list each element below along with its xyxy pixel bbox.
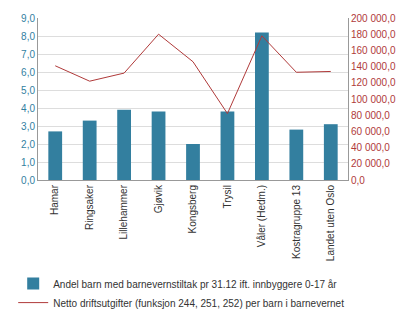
svg-text:Hamar: Hamar — [49, 184, 60, 215]
svg-text:Kostragruppe 13: Kostragruppe 13 — [291, 185, 302, 259]
svg-text:4,0: 4,0 — [21, 103, 35, 114]
svg-text:100 000,0: 100 000,0 — [351, 94, 396, 105]
svg-text:5,0: 5,0 — [21, 85, 35, 96]
svg-text:Gjøvik: Gjøvik — [153, 184, 164, 213]
svg-text:40 000,0: 40 000,0 — [351, 142, 390, 153]
svg-text:Netto driftsutgifter (funksjon: Netto driftsutgifter (funksjon 244, 251,… — [53, 298, 344, 309]
svg-text:140 000,0: 140 000,0 — [351, 61, 396, 72]
svg-text:8,0: 8,0 — [21, 31, 35, 42]
svg-text:Våler (Hedm.): Våler (Hedm.) — [256, 185, 267, 247]
svg-text:120 000,0: 120 000,0 — [351, 77, 396, 88]
svg-text:2,0: 2,0 — [21, 139, 35, 150]
svg-text:Lillehammer: Lillehammer — [118, 184, 129, 239]
svg-text:Kongsberg: Kongsberg — [187, 185, 198, 233]
svg-text:Andel barn med barnevernstilta: Andel barn med barnevernstiltak pr 31.12… — [53, 279, 337, 290]
svg-text:9,0: 9,0 — [21, 13, 35, 24]
svg-text:20 000,0: 20 000,0 — [351, 158, 390, 169]
svg-text:3,0: 3,0 — [21, 121, 35, 132]
svg-text:0,0: 0,0 — [351, 175, 365, 186]
svg-text:Landet uten Oslo: Landet uten Oslo — [325, 185, 336, 262]
svg-text:1,0: 1,0 — [21, 157, 35, 168]
svg-text:7,0: 7,0 — [21, 49, 35, 60]
svg-text:180 000,0: 180 000,0 — [351, 29, 396, 40]
svg-text:200 000,0: 200 000,0 — [351, 13, 396, 24]
svg-text:160 000,0: 160 000,0 — [351, 45, 396, 56]
svg-text:80 000,0: 80 000,0 — [351, 110, 390, 121]
svg-text:Trysil: Trysil — [222, 185, 233, 209]
svg-text:60 000,0: 60 000,0 — [351, 126, 390, 137]
svg-text:6,0: 6,0 — [21, 67, 35, 78]
svg-text:Ringsaker: Ringsaker — [84, 184, 95, 230]
svg-text:0,0: 0,0 — [21, 175, 35, 186]
